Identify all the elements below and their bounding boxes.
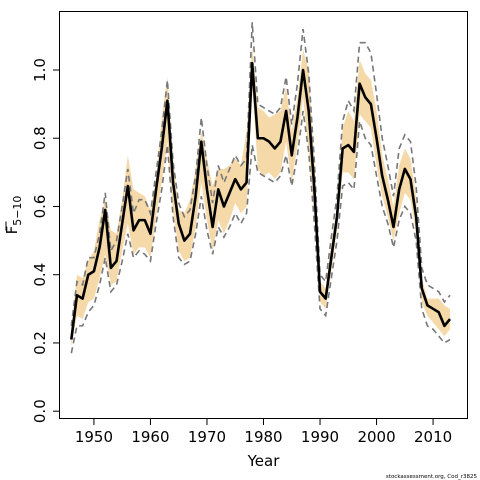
y-axis-title-sub: 5−10 (11, 196, 24, 226)
plot-layer (70, 22, 452, 354)
y-tick-label: 0.2 (31, 331, 49, 355)
y-tick-label: 0.0 (31, 399, 49, 423)
axis-layer: 1950 1960 1970 1980 1990 2000 2010 0.0 0.2 0.4 0.6… (31, 58, 452, 446)
x-tick-label: 2010 (414, 428, 452, 446)
y-axis-title: F5−10 (3, 196, 24, 235)
y-tick-label: 0.8 (31, 126, 49, 150)
lower-dashed-line (70, 110, 451, 354)
x-axis-title: Year (247, 452, 281, 470)
y-tick-label: 0.4 (31, 263, 49, 287)
svg-text:F5−10: F5−10 (3, 196, 24, 235)
credit-text: stockassessment.org, Cod_r3825 (386, 474, 478, 480)
x-tick-label: 1960 (131, 428, 169, 446)
x-tick-label: 1950 (75, 428, 113, 446)
x-tick-label: 2000 (357, 428, 395, 446)
y-tick-label: 1.0 (31, 58, 49, 82)
x-tick-label: 1990 (301, 428, 339, 446)
x-tick-label: 1970 (188, 428, 226, 446)
estimate-line (70, 61, 452, 340)
y-axis-title-base: F (3, 226, 21, 235)
x-tick-label: 1980 (244, 428, 282, 446)
upper-dashed-line (70, 22, 451, 326)
y-tick-label: 0.6 (31, 195, 49, 219)
